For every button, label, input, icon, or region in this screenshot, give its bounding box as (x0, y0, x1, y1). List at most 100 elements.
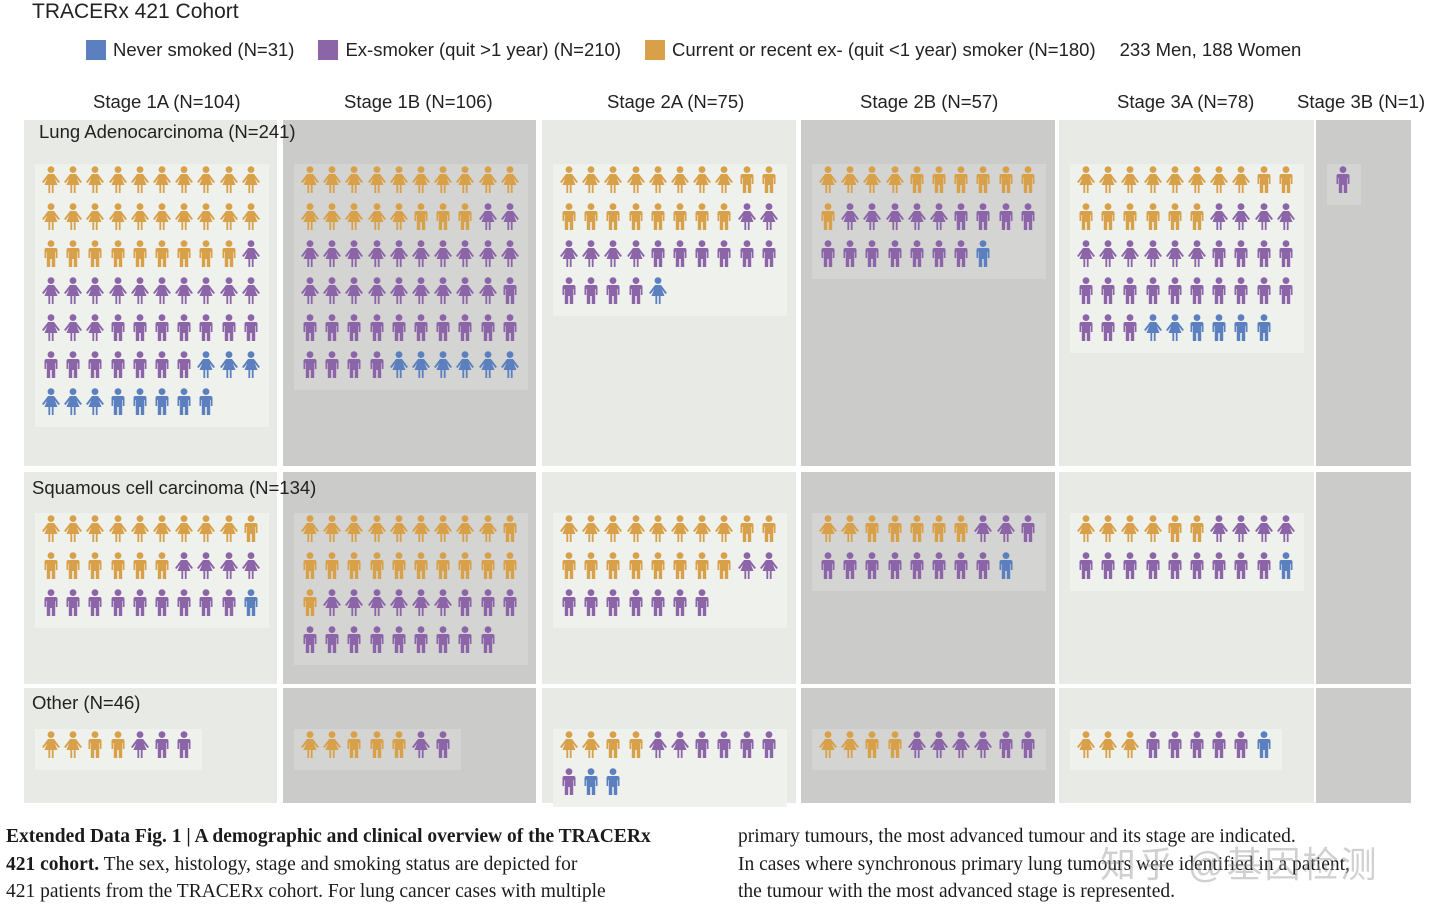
man-icon (85, 240, 105, 273)
woman-icon (455, 240, 475, 273)
man-icon (196, 314, 216, 347)
man-icon (670, 589, 690, 622)
woman-icon (648, 515, 668, 548)
woman-icon (219, 351, 239, 384)
man-icon (1231, 314, 1251, 347)
man-icon (500, 277, 520, 310)
man-icon (559, 768, 579, 801)
woman-icon (433, 240, 453, 273)
woman-icon (152, 277, 172, 310)
man-icon (1076, 552, 1096, 585)
woman-icon (367, 277, 387, 310)
man-icon (581, 589, 601, 622)
woman-icon (714, 515, 734, 548)
woman-icon (478, 351, 498, 384)
man-icon (885, 731, 905, 764)
stage-label-1a: Stage 1A (N=104) (93, 91, 241, 112)
man-icon (885, 515, 905, 548)
man-icon (478, 626, 498, 659)
man-icon (108, 240, 128, 273)
legend-sex-summary: 233 Men, 188 Women (1120, 39, 1302, 61)
woman-icon (1143, 515, 1163, 548)
man-icon (1018, 166, 1038, 199)
man-icon (951, 515, 971, 548)
man-icon (1143, 277, 1163, 310)
histology-label-adeno: Lung Adenocarcinoma (N=241) (39, 121, 296, 142)
woman-icon (1098, 731, 1118, 764)
man-icon (322, 552, 342, 585)
woman-icon (648, 166, 668, 199)
man-icon (130, 351, 150, 384)
man-icon (344, 626, 364, 659)
man-icon (692, 552, 712, 585)
man-icon (174, 731, 194, 764)
woman-icon (478, 166, 498, 199)
woman-icon (322, 731, 342, 764)
man-icon (300, 626, 320, 659)
man-icon (1231, 731, 1251, 764)
man-icon (1018, 203, 1038, 236)
woman-icon (344, 203, 364, 236)
histology-label-squamous: Squamous cell carcinoma (N=134) (32, 477, 317, 498)
woman-icon (1076, 515, 1096, 548)
chart-title: TRACERx 421 Cohort (32, 0, 239, 23)
man-icon (367, 314, 387, 347)
woman-icon (389, 277, 409, 310)
man-icon (1209, 552, 1229, 585)
man-icon (973, 552, 993, 585)
man-icon (411, 203, 431, 236)
man-icon (626, 203, 646, 236)
man-icon (41, 351, 61, 384)
watermark-text: 知乎 @基因检测 (1100, 844, 1379, 885)
man-icon (907, 166, 927, 199)
man-icon (1276, 166, 1296, 199)
man-icon (411, 552, 431, 585)
woman-icon (41, 166, 61, 199)
woman-icon (500, 351, 520, 384)
woman-icon (862, 203, 882, 236)
woman-icon (1276, 203, 1296, 236)
woman-icon (648, 731, 668, 764)
woman-icon (300, 515, 320, 548)
man-icon (759, 731, 779, 764)
icon-group-r2-c0 (35, 729, 203, 770)
woman-icon (951, 731, 971, 764)
man-icon (1276, 240, 1296, 273)
man-icon (219, 589, 239, 622)
stage-label-3a: Stage 3A (N=78) (1117, 91, 1255, 112)
man-icon (433, 203, 453, 236)
woman-icon (907, 203, 927, 236)
man-icon (996, 552, 1016, 585)
woman-icon (130, 277, 150, 310)
woman-icon (174, 515, 194, 548)
man-icon (973, 203, 993, 236)
legend-swatch-ex (318, 40, 339, 60)
woman-icon (478, 515, 498, 548)
icon-group-r2-c1 (294, 729, 462, 770)
icon-group-r1-c3 (812, 513, 1046, 591)
woman-icon (455, 166, 475, 199)
man-icon (300, 552, 320, 585)
man-icon (862, 515, 882, 548)
man-icon (1098, 552, 1118, 585)
woman-icon (433, 589, 453, 622)
stage-label-2a: Stage 2A (N=75) (607, 91, 745, 112)
man-icon (174, 351, 194, 384)
woman-icon (219, 515, 239, 548)
woman-icon (626, 515, 646, 548)
woman-icon (85, 314, 105, 347)
man-icon (907, 515, 927, 548)
man-icon (85, 731, 105, 764)
man-icon (1076, 203, 1096, 236)
woman-icon (929, 731, 949, 764)
woman-icon (196, 203, 216, 236)
man-icon (1165, 552, 1185, 585)
woman-icon (411, 515, 431, 548)
man-icon (818, 203, 838, 236)
man-icon (670, 552, 690, 585)
woman-icon (818, 515, 838, 548)
woman-icon (389, 240, 409, 273)
woman-icon (737, 203, 757, 236)
man-icon (1018, 515, 1038, 548)
woman-icon (85, 515, 105, 548)
